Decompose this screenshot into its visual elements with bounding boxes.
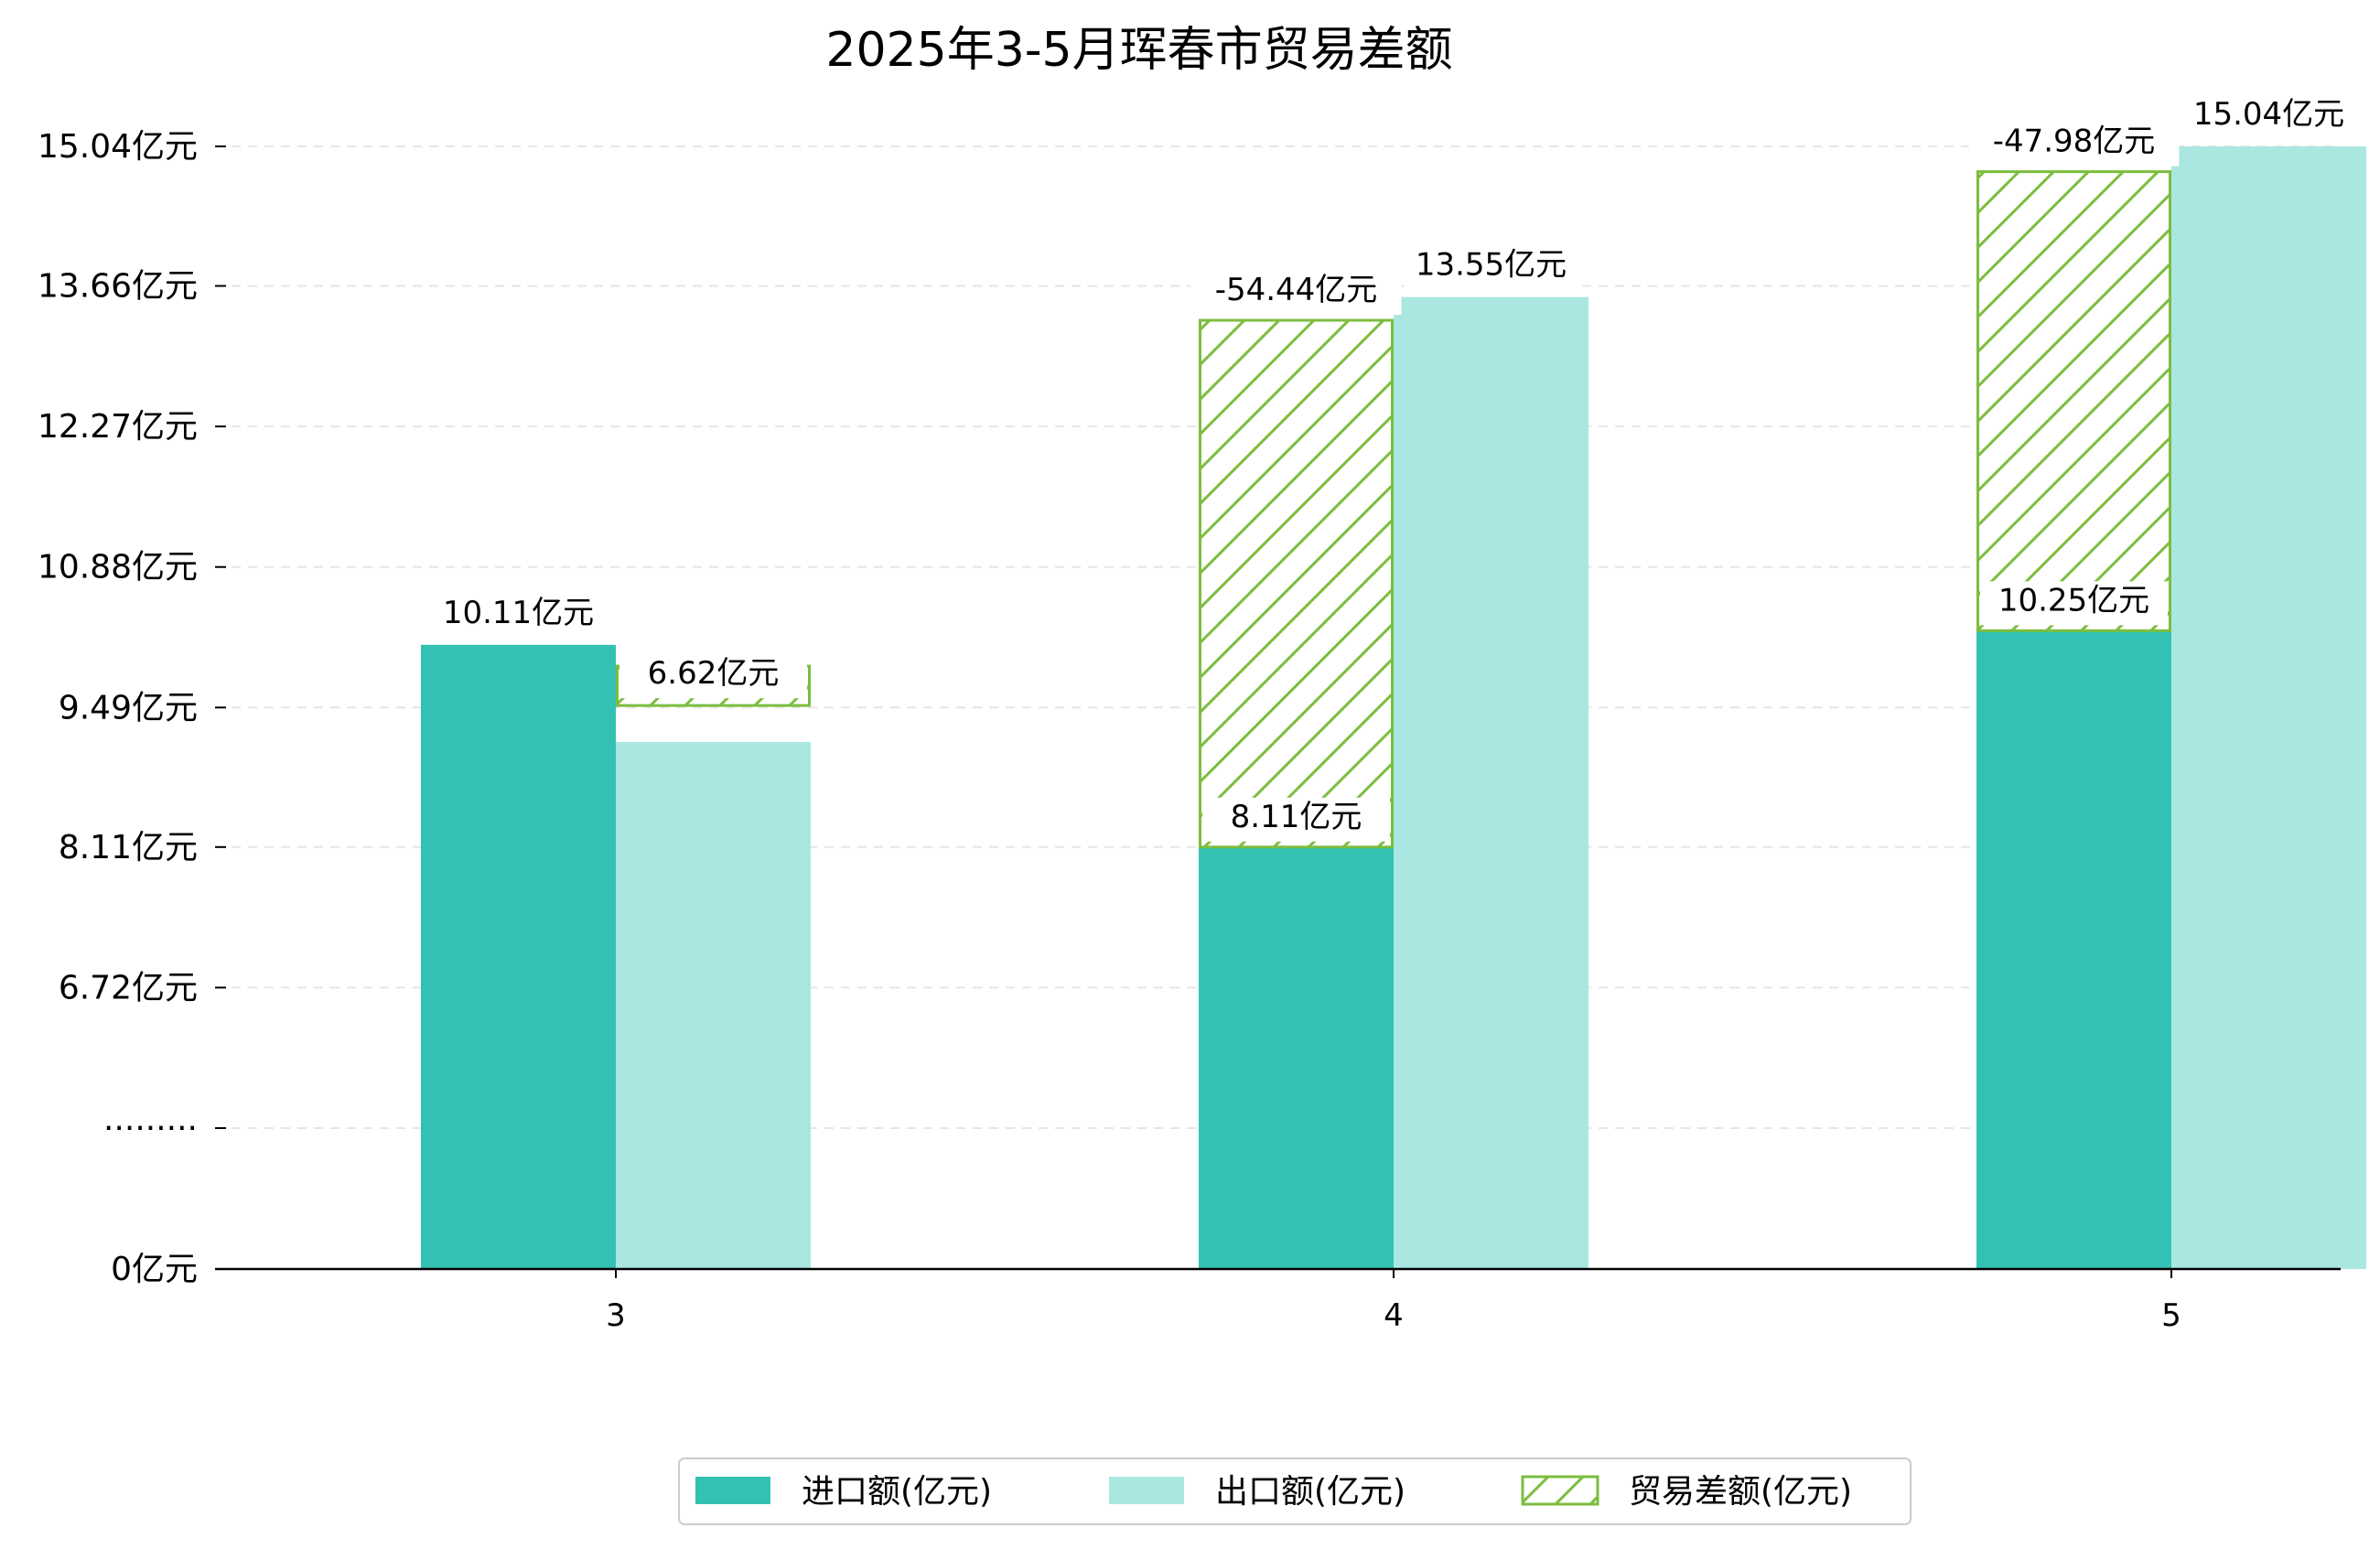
import-label-bg [1202, 797, 1390, 842]
legend-swatch-trade-balance [1521, 1475, 1599, 1506]
import-label-bg [431, 593, 606, 638]
import-label-text: 8.11亿元 [1231, 799, 1362, 835]
trade-balance-label-text: -54.44亿元 [1215, 272, 1378, 308]
axes: 0亿元 ········· 6.72亿元 8.11亿元 9.49亿元 10.88亿元 12.… [38, 128, 2341, 1334]
import-label: 10.25亿元 [1980, 581, 2168, 626]
x-tick-label: 4 [1384, 1297, 1404, 1334]
import-bar [1976, 630, 2171, 1269]
import-bar [421, 644, 616, 1269]
y-tick-label: 10.88亿元 [38, 549, 198, 586]
import-label-bg [1980, 581, 2168, 626]
y-tick-label: 6.72亿元 [59, 969, 198, 1006]
legend-frame [678, 1458, 1912, 1525]
export-label: 13.55亿元 [1404, 245, 1578, 290]
trade-balance-label-bg [1190, 271, 1402, 316]
import-label-text: 10.11亿元 [443, 595, 594, 631]
legend-label: 贸易差额(亿元) [1629, 1473, 1852, 1511]
export-label-text: 6.62亿元 [648, 655, 780, 692]
trade-balance-label-bg [1968, 122, 2180, 167]
bars [421, 146, 2366, 1270]
export-label-bg [1404, 245, 1578, 290]
y-tick-label: 9.49亿元 [59, 689, 198, 726]
legend-swatch-import [695, 1477, 770, 1504]
import-bar [1199, 846, 1394, 1269]
trade-balance-bar [1976, 170, 2171, 632]
import-label: 8.11亿元 [1202, 797, 1390, 842]
export-label: 15.04亿元 [2181, 95, 2356, 139]
export-label-bg [619, 654, 807, 699]
y-tick-label: 0亿元 [111, 1251, 198, 1288]
x-tick-label: 3 [606, 1297, 626, 1334]
x-tick-label: 5 [2161, 1297, 2181, 1334]
y-tick-label: 15.04亿元 [38, 128, 198, 166]
legend: 进口额(亿元) 出口额(亿元) 贸易差额(亿元) [678, 1458, 1912, 1525]
import-label-text: 10.25亿元 [1998, 582, 2149, 619]
chart-title: 2025年3-5月珲春市贸易差额 [825, 23, 1452, 78]
trade-balance-label: -54.44亿元 [1190, 271, 1402, 316]
export-bar [1394, 296, 1588, 1270]
y-tick-label: 12.27亿元 [38, 408, 198, 446]
legend-swatch-export [1109, 1477, 1184, 1504]
legend-label: 出口额(亿元) [1215, 1473, 1405, 1511]
legend-box: 进口额(亿元) 出口额(亿元) 贸易差额(亿元) [678, 1458, 1912, 1525]
export-bar [2171, 146, 2366, 1269]
legend-label: 进口额(亿元) [802, 1473, 992, 1511]
export-label-bg [2181, 95, 2356, 139]
y-tick-label: ········· [103, 1110, 198, 1147]
export-label-text: 13.55亿元 [1416, 247, 1567, 284]
export-label: 6.62亿元 [619, 654, 807, 699]
export-label-text: 15.04亿元 [2193, 96, 2344, 133]
data-labels: 10.11亿元 6.62亿元 8.11亿元 13.55亿元 -54.44亿元 10.25亿… [431, 95, 2356, 842]
trade-balance-bar [1199, 318, 1394, 849]
trade-balance-label-text: -47.98亿元 [1993, 124, 2156, 160]
import-label: 10.11亿元 [431, 593, 606, 638]
y-tick-label: 13.66亿元 [38, 267, 198, 305]
export-bar [616, 741, 811, 1269]
trade-balance-label: -47.98亿元 [1968, 122, 2180, 167]
y-tick-label: 8.11亿元 [59, 829, 198, 866]
